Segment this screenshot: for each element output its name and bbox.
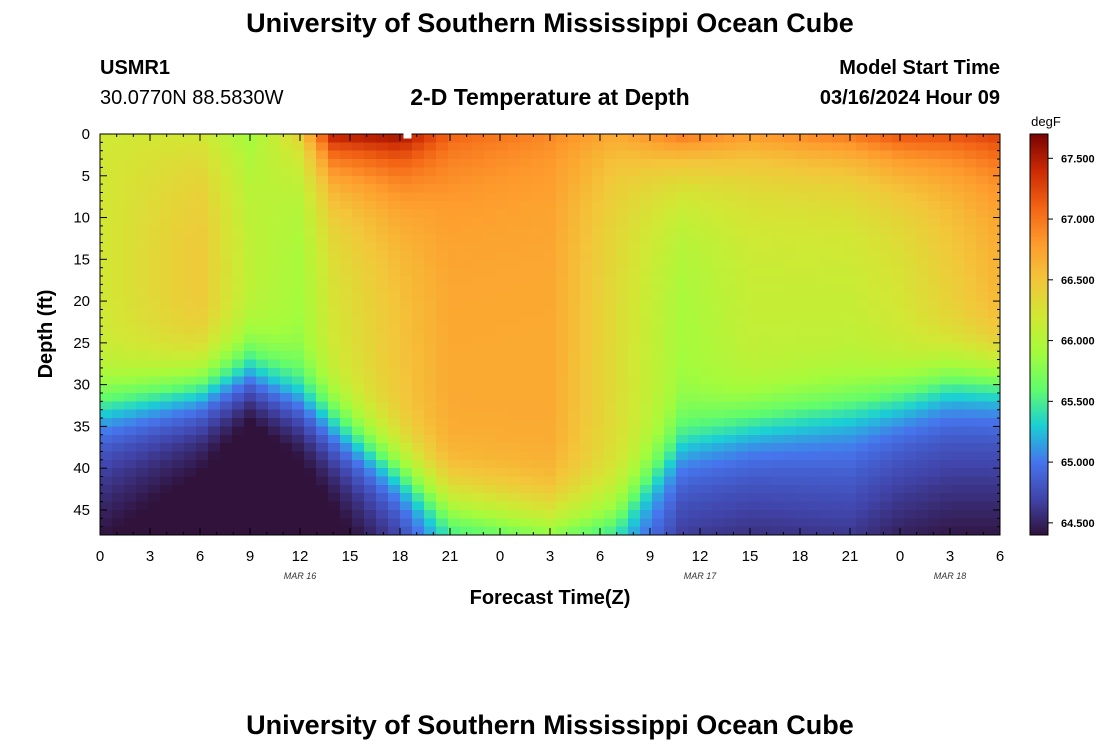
station-id: USMR1 <box>100 57 171 79</box>
y-tick-label: 0 <box>82 126 90 143</box>
x-tick-label: 15 <box>342 548 359 565</box>
x-tick-label: 12 <box>292 548 309 565</box>
x-tick-label: 18 <box>392 548 409 565</box>
x-tick-label: 15 <box>742 548 759 565</box>
colorbar-tick-label: 66.500 <box>1061 275 1095 287</box>
y-tick-label: 35 <box>73 418 90 435</box>
y-tick-label: 30 <box>73 377 90 394</box>
date-label: MAR 17 <box>684 571 718 581</box>
page-title: University of Southern Mississippi Ocean… <box>246 8 854 38</box>
x-tick-label: 21 <box>442 548 459 565</box>
station-coordinates: 30.0770N 88.5830W <box>100 87 284 109</box>
x-axis-label: Forecast Time(Z) <box>470 587 631 609</box>
plot-frame <box>99 133 1001 536</box>
temperature-heatmap <box>100 134 1000 535</box>
x-tick-label: 21 <box>842 548 859 565</box>
y-tick-label: 45 <box>73 502 90 519</box>
x-tick-label: 0 <box>96 548 104 565</box>
x-tick-label: 12 <box>692 548 709 565</box>
y-tick-label: 20 <box>73 293 90 310</box>
model-start-value: 03/16/2024 Hour 09 <box>819 87 1000 109</box>
heatmap-cells <box>100 134 1000 535</box>
date-label: MAR 18 <box>934 571 967 581</box>
page-title-bottom: University of Southern Mississippi Ocean… <box>246 710 854 740</box>
y-axis-label: Depth (ft) <box>35 290 57 379</box>
x-tick-label: 9 <box>246 548 254 565</box>
y-tick-label: 10 <box>73 210 90 227</box>
x-tick-label: 0 <box>496 548 504 565</box>
chart-title: 2-D Temperature at Depth <box>410 84 690 110</box>
colorbar-frame <box>1029 133 1049 536</box>
x-tick-label: 6 <box>196 548 204 565</box>
colorbar-tick-label: 66.000 <box>1061 336 1095 348</box>
x-tick-label: 6 <box>596 548 604 565</box>
colorbar-gradient <box>1030 134 1048 535</box>
colorbar-tick-label: 67.500 <box>1061 153 1095 165</box>
colorbar-tick-label: 65.000 <box>1061 457 1095 469</box>
x-tick-label: 3 <box>146 548 154 565</box>
x-tick-label: 3 <box>546 548 554 565</box>
x-tick-label: 18 <box>792 548 809 565</box>
colorbar-tick-label: 64.500 <box>1061 518 1095 530</box>
surface-marker <box>403 133 412 139</box>
x-tick-label: 9 <box>646 548 654 565</box>
colorbar-tick-label: 67.000 <box>1061 214 1095 226</box>
y-tick-label: 25 <box>73 335 90 352</box>
x-tick-label: 6 <box>996 548 1004 565</box>
date-label: MAR 16 <box>284 571 317 581</box>
colorbar-tick-label: 65.500 <box>1061 396 1095 408</box>
colorbar <box>1030 134 1048 535</box>
x-tick-label: 0 <box>896 548 904 565</box>
y-tick-label: 5 <box>82 168 90 185</box>
x-tick-label: 3 <box>946 548 954 565</box>
y-tick-label: 15 <box>73 251 90 268</box>
model-start-label: Model Start Time <box>839 57 1000 79</box>
colorbar-unit-label: degF <box>1031 114 1061 129</box>
y-tick-label: 40 <box>73 460 90 477</box>
